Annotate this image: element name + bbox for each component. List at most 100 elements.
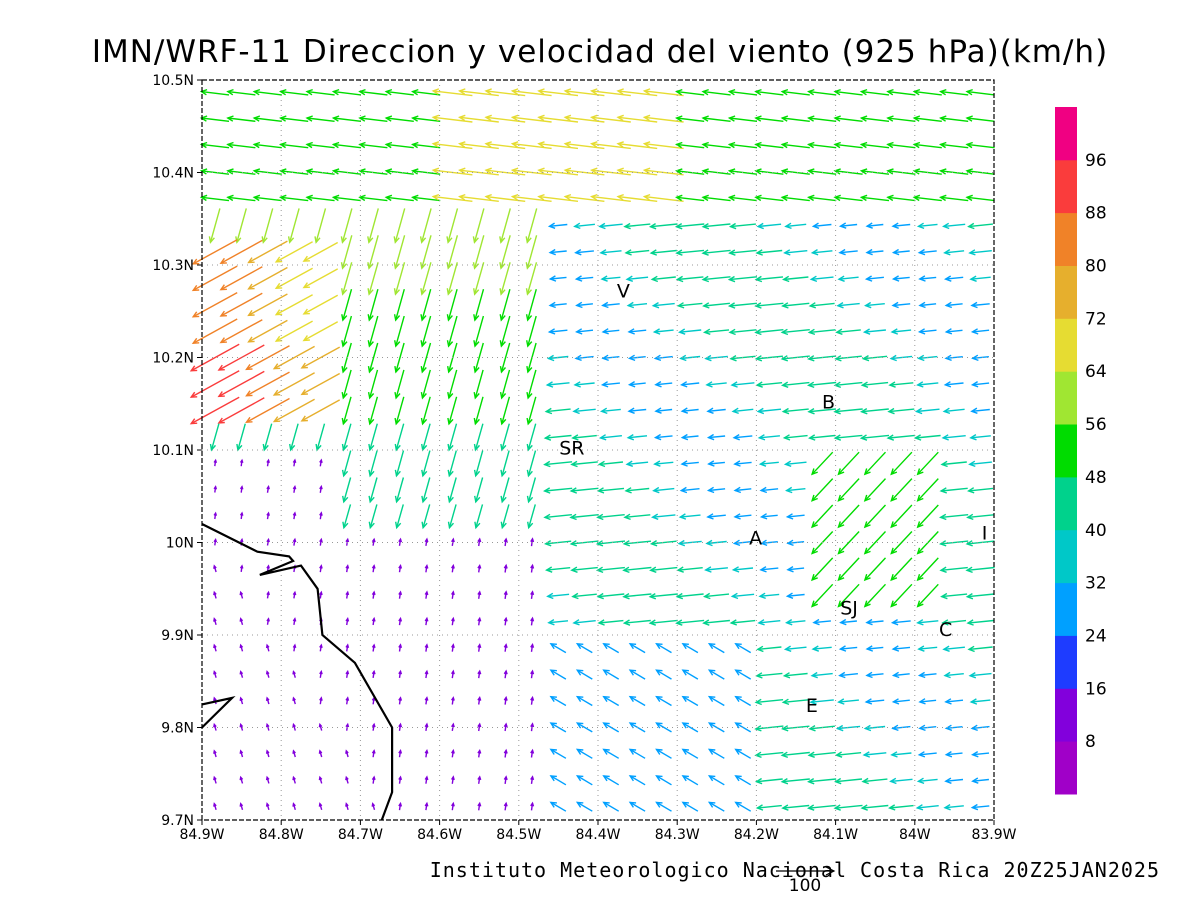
wind-vector — [371, 564, 376, 573]
wind-vector-shaft — [708, 435, 726, 439]
wind-vector-head — [654, 381, 662, 388]
wind-vector-head — [886, 141, 894, 149]
wind-vector-head — [965, 194, 973, 202]
wind-vector-shaft — [940, 540, 969, 545]
wind-vector — [965, 168, 995, 175]
wind-vector-head — [780, 168, 789, 175]
wind-vector — [833, 141, 863, 149]
wind-vector-shaft — [945, 778, 964, 782]
wind-vector-shaft — [813, 620, 831, 624]
wind-vector-head — [781, 381, 789, 388]
wind-vector — [499, 289, 511, 322]
wind-vector — [675, 619, 705, 626]
wind-vector-shaft — [838, 699, 859, 703]
wind-vector-head — [331, 115, 340, 122]
wind-vector-head — [447, 365, 454, 374]
wind-vector-shaft — [940, 514, 969, 519]
wind-vector-head — [217, 391, 225, 398]
wind-vector — [728, 249, 757, 256]
wind-vector — [970, 328, 990, 335]
wind-vector — [239, 670, 244, 678]
wind-vector-head — [302, 282, 310, 289]
wind-vector — [447, 450, 457, 478]
wind-vector-shaft — [248, 240, 288, 264]
wind-vector — [623, 513, 651, 521]
wind-vector-shaft — [946, 329, 963, 333]
wind-vector-head — [510, 167, 519, 174]
wind-vector — [833, 407, 863, 415]
wind-vector-head — [625, 275, 634, 282]
wind-vector-shaft — [782, 117, 810, 122]
wind-vector-shaft — [591, 195, 631, 202]
wind-vector — [302, 241, 339, 262]
wind-vector — [729, 355, 756, 362]
wind-vector-shaft — [887, 90, 916, 96]
wind-vector — [649, 566, 678, 573]
wind-vector-shaft — [550, 303, 567, 307]
wind-vector — [783, 249, 808, 256]
wind-vector — [549, 642, 567, 654]
wind-vector — [861, 777, 888, 785]
wind-vector-head — [808, 302, 817, 309]
wind-vector-shaft — [946, 752, 963, 756]
wind-vector — [420, 396, 431, 426]
wind-vector — [331, 168, 362, 175]
wind-vector-shaft — [603, 696, 620, 707]
wind-vector-head — [679, 354, 687, 362]
wind-vector-shaft — [811, 504, 834, 528]
wind-vector — [371, 775, 376, 784]
wind-vector-head — [398, 722, 403, 728]
wind-vector-head — [549, 722, 557, 729]
wind-vector-head — [970, 381, 979, 388]
wind-vector — [219, 266, 263, 291]
wind-vector — [732, 539, 753, 547]
wind-vector-head — [262, 443, 269, 452]
wind-vector — [681, 775, 699, 786]
wind-vector-head — [342, 521, 349, 530]
wind-vector-head — [473, 314, 480, 322]
wind-vector — [503, 722, 508, 732]
wind-vector-head — [811, 222, 820, 229]
wind-vector-shaft — [526, 208, 538, 243]
wind-vector-head — [419, 236, 427, 244]
wind-vector-shaft — [474, 342, 484, 373]
wind-vector-head — [473, 443, 481, 452]
colorbar-swatch — [1055, 159, 1077, 214]
wind-vector — [781, 804, 810, 811]
wind-vector-head — [655, 695, 663, 702]
wind-vector-head — [384, 194, 393, 202]
wind-vector — [189, 343, 240, 372]
wind-vector-head — [477, 616, 482, 622]
wind-vector-head — [345, 749, 349, 754]
wind-vector-shaft — [368, 342, 379, 373]
wind-vector — [472, 208, 485, 244]
x-tick-label: 84.7W — [338, 827, 383, 843]
wind-vector — [447, 423, 458, 452]
wind-vector-shaft — [447, 235, 459, 269]
wind-vector-shaft — [811, 451, 834, 475]
wind-vector-head — [265, 802, 270, 807]
wind-vector — [780, 751, 810, 759]
wind-vector — [674, 222, 705, 230]
wind-vector-head — [477, 722, 482, 728]
wind-vector-shaft — [972, 778, 989, 782]
wind-vector-shaft — [433, 90, 473, 97]
wind-vector — [890, 478, 913, 502]
wind-vector-shaft — [837, 725, 861, 730]
wind-vector — [503, 616, 508, 626]
place-label: B — [822, 391, 835, 413]
wind-vector — [624, 487, 650, 494]
wind-vector — [331, 115, 362, 122]
wind-vector-head — [780, 777, 789, 785]
wind-vector-shaft — [729, 249, 757, 254]
wind-vector-shaft — [190, 396, 240, 425]
wind-vector-head — [245, 416, 253, 423]
wind-vector-head — [837, 521, 845, 529]
wind-vector-head — [859, 115, 868, 122]
wind-vector-head — [420, 288, 427, 296]
wind-vector-shaft — [891, 355, 913, 360]
wind-vector — [707, 669, 725, 680]
wind-vector-head — [431, 88, 440, 95]
wind-vector — [674, 141, 705, 149]
wind-vector-shaft — [968, 646, 993, 651]
